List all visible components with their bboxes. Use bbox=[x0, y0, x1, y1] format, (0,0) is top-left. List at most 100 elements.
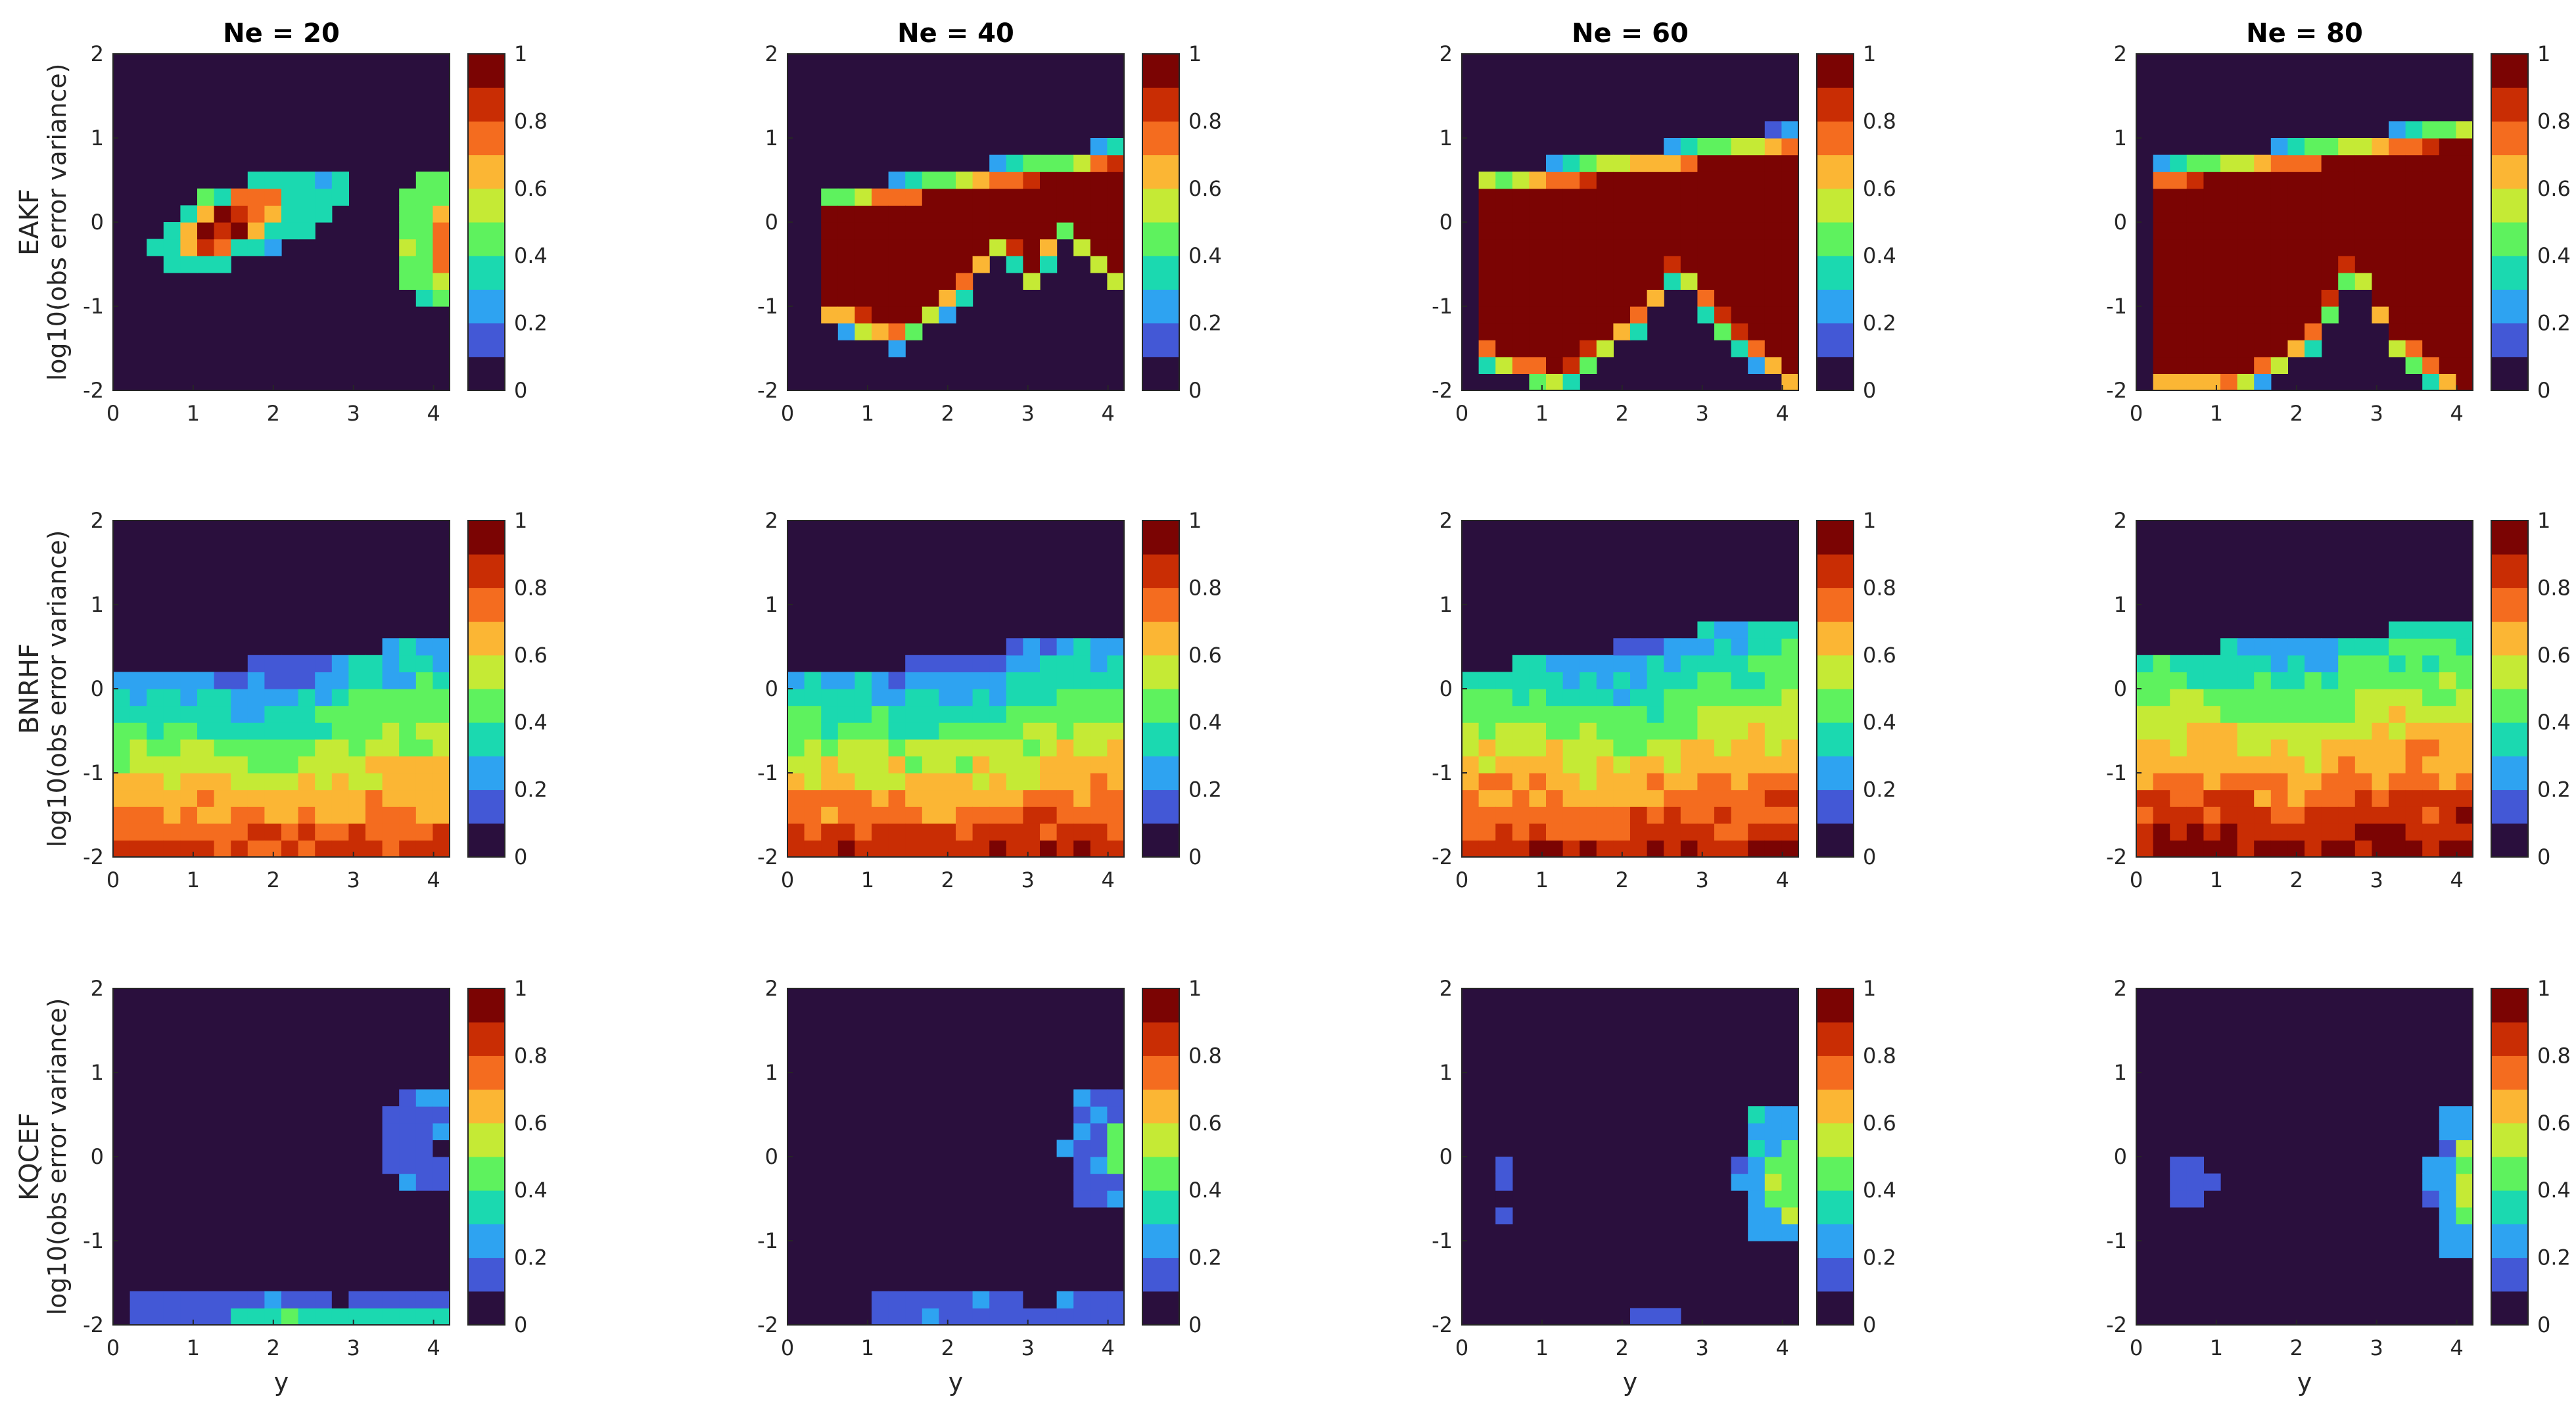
heatmap-cell bbox=[905, 672, 923, 689]
heatmap-cell bbox=[2321, 689, 2339, 706]
heatmap-cell bbox=[939, 689, 956, 706]
heatmap-cell bbox=[315, 722, 333, 740]
heatmap-cell bbox=[1748, 689, 1766, 706]
heatmap-cell bbox=[348, 1291, 366, 1308]
colorbar-tick-label: 0.2 bbox=[1188, 777, 1222, 802]
x-tick-label: 1 bbox=[2210, 1335, 2223, 1360]
heatmap-cell bbox=[264, 689, 282, 706]
heatmap-cell bbox=[2321, 672, 2339, 689]
heatmap-cell bbox=[2305, 789, 2322, 807]
heatmap-cell bbox=[939, 1291, 956, 1308]
heatmap-cell bbox=[247, 188, 265, 206]
heatmap-cell bbox=[180, 222, 198, 240]
heatmap-cell bbox=[1714, 823, 1732, 841]
heatmap-cell bbox=[1023, 172, 1041, 189]
heatmap-cell bbox=[1764, 638, 1782, 656]
heatmap-cell bbox=[2136, 722, 2154, 740]
heatmap-cell bbox=[939, 655, 956, 672]
heatmap-cell bbox=[2422, 672, 2440, 689]
heatmap-cell bbox=[2456, 621, 2473, 639]
heatmap-cell bbox=[888, 722, 906, 740]
heatmap-cell bbox=[2170, 1190, 2188, 1208]
heatmap-cell bbox=[837, 789, 855, 807]
colorbar-tick-label: 0.6 bbox=[514, 643, 548, 668]
column-title: Ne = 80 bbox=[2246, 18, 2363, 49]
heatmap-cell bbox=[2287, 323, 2305, 340]
heatmap-cell bbox=[415, 1106, 433, 1124]
heatmap-cell bbox=[197, 222, 215, 240]
y-tick-label: -1 bbox=[83, 760, 104, 785]
heatmap-cell bbox=[922, 806, 939, 824]
colorbar-segment bbox=[468, 54, 505, 88]
heatmap-cell bbox=[2372, 722, 2389, 740]
heatmap-cell bbox=[2354, 705, 2372, 723]
heatmap-cell bbox=[2338, 789, 2356, 807]
heatmap-cell bbox=[1764, 1173, 1782, 1191]
colorbar-segment bbox=[1142, 1157, 1179, 1191]
heatmap-cell bbox=[1023, 739, 1041, 756]
heatmap-cell bbox=[231, 739, 248, 756]
heatmap-cell bbox=[1630, 823, 1648, 841]
heatmap-cell bbox=[1478, 806, 1496, 824]
heatmap-cell bbox=[2237, 323, 2255, 340]
heatmap-cell bbox=[939, 172, 956, 189]
heatmap-cell bbox=[888, 256, 906, 273]
heatmap-cell bbox=[837, 306, 855, 324]
heatmap-cell bbox=[2270, 188, 2288, 206]
heatmap-cell bbox=[331, 739, 349, 756]
x-tick-label: 4 bbox=[2450, 867, 2463, 892]
heatmap-cell bbox=[2305, 739, 2322, 756]
heatmap-cell bbox=[1006, 172, 1023, 189]
heatmap-cell bbox=[972, 655, 990, 672]
heatmap-cell bbox=[2186, 239, 2204, 256]
colorbar-segment bbox=[2491, 1089, 2528, 1124]
heatmap-cell bbox=[855, 239, 872, 256]
colorbar-segment bbox=[468, 356, 505, 391]
heatmap-cell bbox=[2270, 672, 2288, 689]
colorbar-tick-label: 0 bbox=[1863, 844, 1876, 869]
heatmap-cell bbox=[1495, 205, 1513, 223]
heatmap-cell bbox=[1680, 739, 1698, 756]
heatmap-cell bbox=[2237, 205, 2255, 223]
heatmap-cell bbox=[2305, 806, 2322, 824]
heatmap-cell bbox=[2456, 188, 2473, 206]
heatmap-cell bbox=[1697, 272, 1715, 290]
heatmap-cell bbox=[787, 823, 805, 841]
heatmap-cell bbox=[1731, 672, 1748, 689]
colorbar-tick-label: 0.8 bbox=[514, 1043, 548, 1068]
heatmap-cell bbox=[1580, 340, 1597, 358]
heatmap-cell bbox=[1006, 256, 1023, 273]
colorbar-segment bbox=[1142, 1122, 1179, 1157]
heatmap-cell bbox=[1748, 722, 1766, 740]
heatmap-cell bbox=[2220, 823, 2238, 841]
colorbar-segment bbox=[468, 154, 505, 189]
heatmap-cell bbox=[2439, 621, 2456, 639]
heatmap-cell bbox=[2321, 272, 2339, 290]
heatmap-cell bbox=[2136, 823, 2154, 841]
heatmap-cell bbox=[804, 789, 822, 807]
heatmap-cell bbox=[1580, 289, 1597, 307]
y-tick-label: 1 bbox=[765, 1060, 778, 1085]
colorbar-tick-label: 1 bbox=[1188, 41, 1202, 66]
heatmap-cell bbox=[888, 806, 906, 824]
heatmap-cell bbox=[113, 705, 131, 723]
y-tick-label: 0 bbox=[2114, 676, 2127, 701]
heatmap-cell bbox=[989, 655, 1007, 672]
heatmap-cell bbox=[1613, 823, 1631, 841]
heatmap-cell bbox=[1023, 672, 1041, 689]
heatmap-cell bbox=[2186, 840, 2204, 858]
heatmap-cell bbox=[1562, 840, 1580, 858]
heatmap-cell bbox=[1731, 739, 1748, 756]
heatmap-cell bbox=[2254, 356, 2272, 374]
heatmap-cell bbox=[1073, 789, 1091, 807]
heatmap-cell bbox=[1512, 806, 1530, 824]
heatmap-cell bbox=[1462, 739, 1480, 756]
heatmap-cell bbox=[1596, 840, 1614, 858]
heatmap-cell bbox=[399, 239, 417, 256]
heatmap-cell bbox=[2439, 1122, 2456, 1140]
heatmap-cell bbox=[1781, 138, 1799, 156]
heatmap-cell bbox=[2153, 323, 2170, 340]
heatmap-cell bbox=[837, 323, 855, 340]
heatmap-cell bbox=[1748, 1173, 1766, 1191]
x-tick-label: 4 bbox=[427, 1335, 440, 1360]
